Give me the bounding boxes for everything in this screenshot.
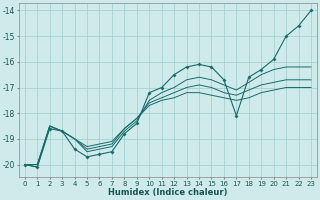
X-axis label: Humidex (Indice chaleur): Humidex (Indice chaleur) [108, 188, 228, 197]
